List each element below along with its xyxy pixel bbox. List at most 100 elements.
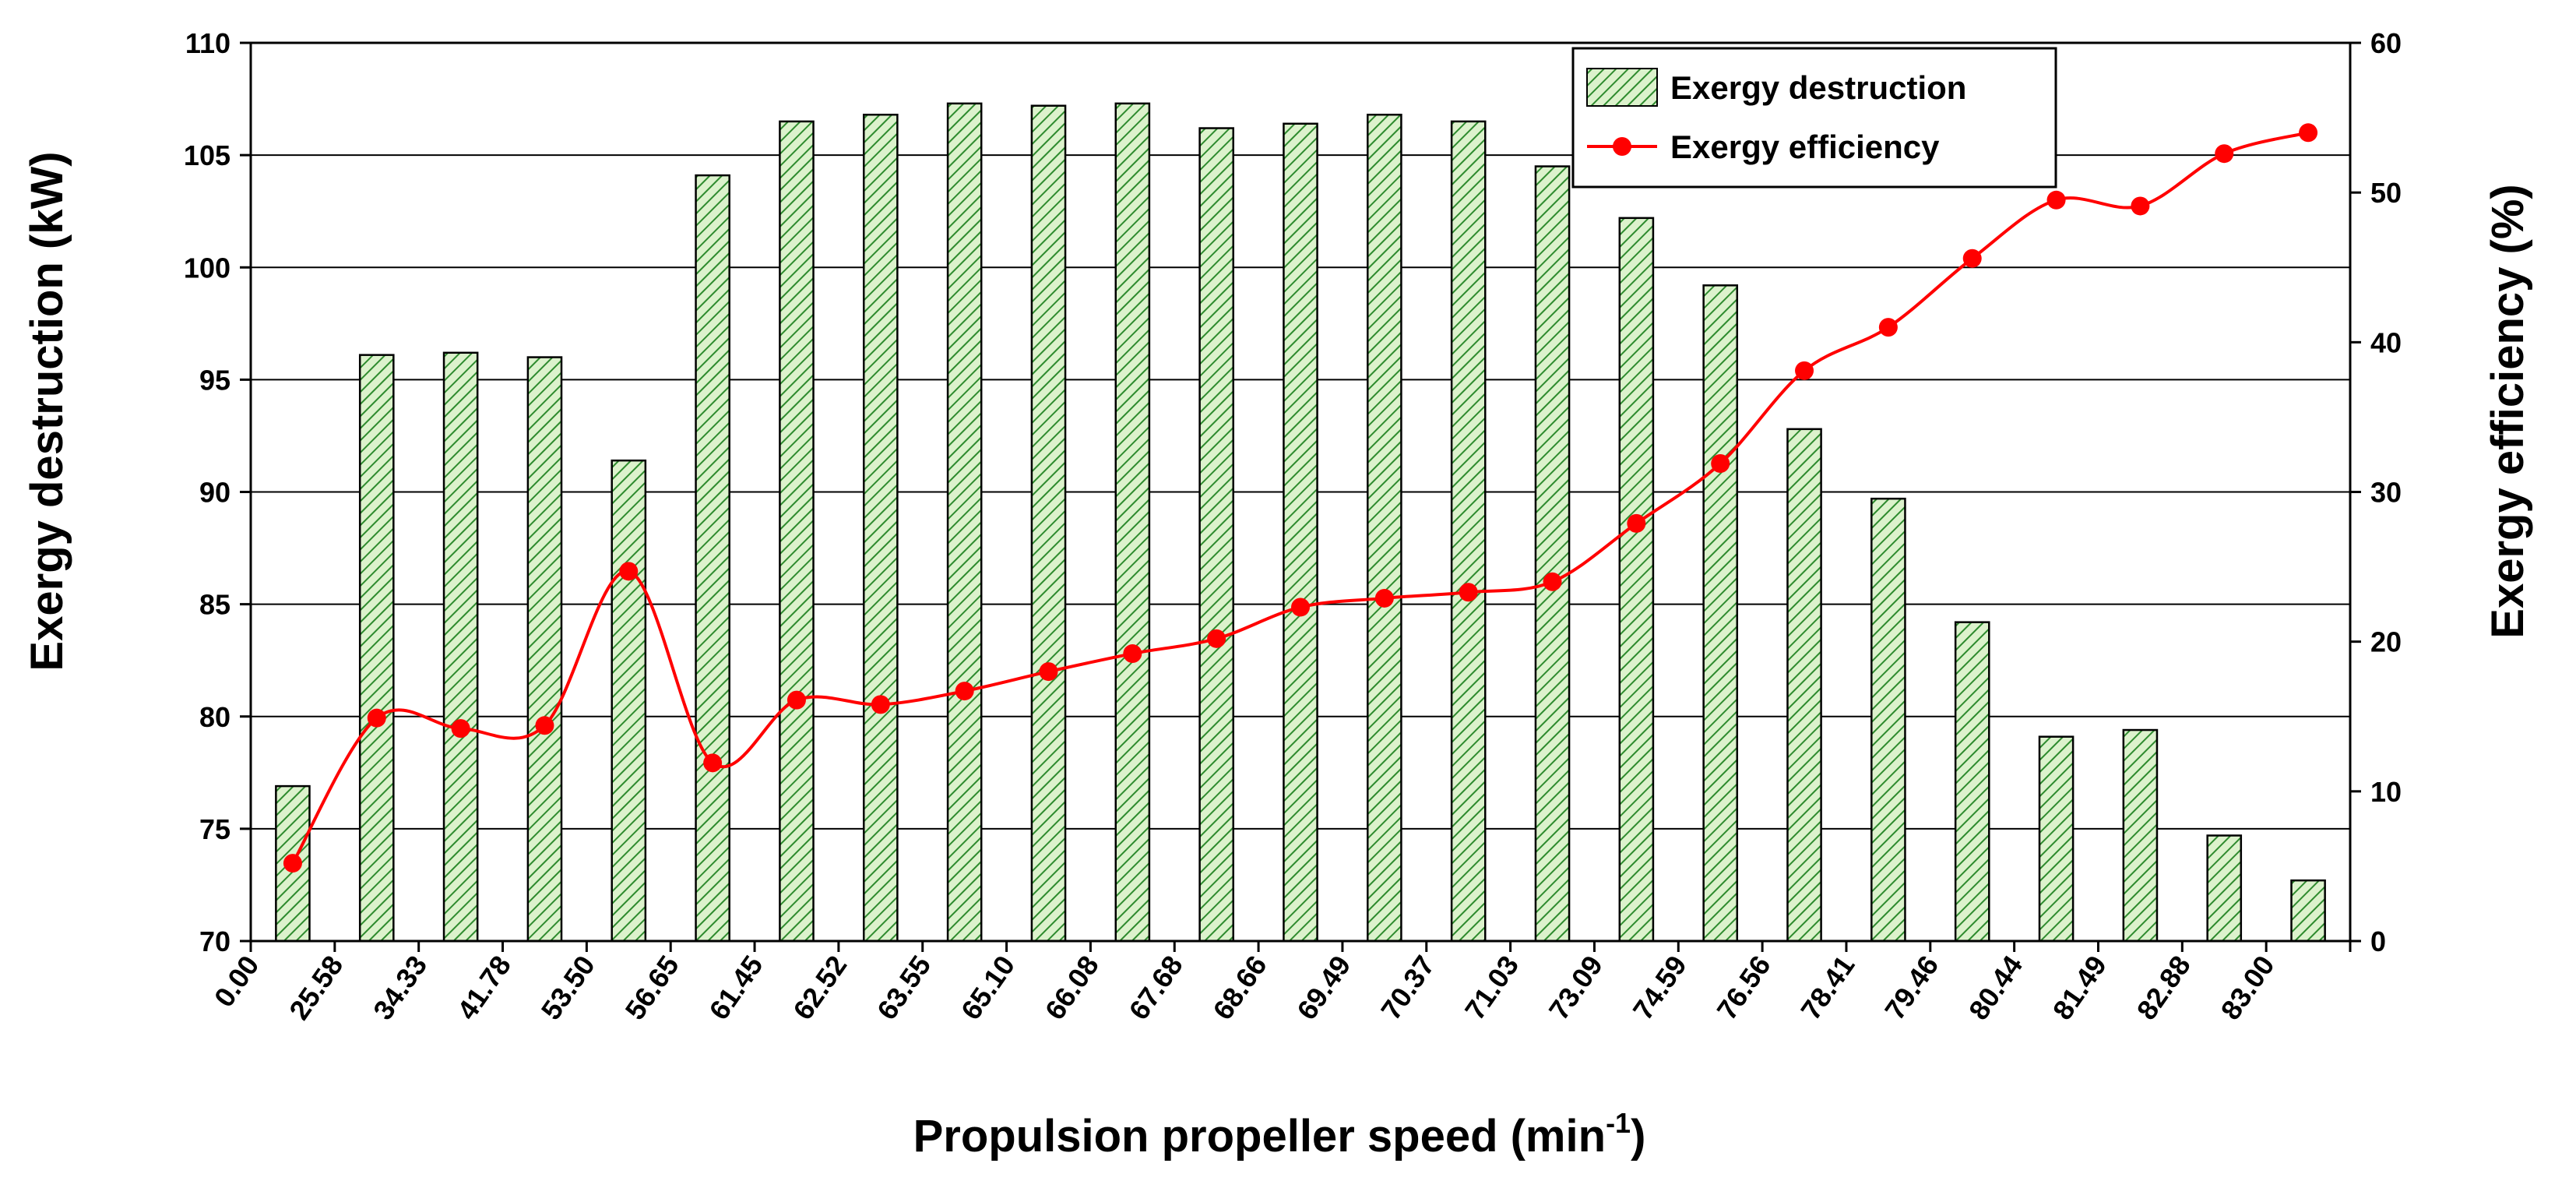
efficiency-point xyxy=(2299,123,2318,143)
y-left-tick-label: 105 xyxy=(184,139,231,171)
efficiency-point xyxy=(1291,598,1310,617)
bar xyxy=(611,459,647,943)
x-tick-label: 53.50 xyxy=(535,950,601,1025)
x-tick-label: 63.55 xyxy=(871,950,937,1025)
efficiency-point xyxy=(787,690,806,710)
legend-bar-swatch xyxy=(1586,68,1658,107)
efficiency-point xyxy=(283,854,302,873)
bar xyxy=(862,113,899,943)
bar xyxy=(1702,284,1739,943)
efficiency-point xyxy=(1459,583,1478,602)
efficiency-point xyxy=(1711,453,1730,473)
x-tick-label: 25.58 xyxy=(283,950,349,1025)
bar xyxy=(2038,735,2075,943)
bar xyxy=(1450,120,1487,943)
y-axis-left-title: Exergy destruction (kW) xyxy=(22,151,72,671)
x-tick-label: 65.10 xyxy=(955,950,1021,1025)
y-right-tick-label: 30 xyxy=(2370,477,2402,509)
x-tick-label: 73.09 xyxy=(1543,950,1609,1025)
x-tick-label: 74.59 xyxy=(1627,950,1693,1025)
efficiency-point xyxy=(2046,190,2066,210)
x-tick-label: 68.66 xyxy=(1206,950,1272,1025)
y-right-tick-label: 60 xyxy=(2370,27,2402,59)
bar xyxy=(1367,113,1402,943)
y-right-tick-label: 20 xyxy=(2370,626,2402,658)
bar xyxy=(526,356,563,943)
bar xyxy=(1114,102,1151,943)
bar xyxy=(946,102,983,943)
x-tick-label: 80.44 xyxy=(1962,950,2029,1025)
bar xyxy=(1870,497,1906,943)
efficiency-point xyxy=(1878,318,1898,337)
x-tick-label: 71.03 xyxy=(1459,950,1525,1025)
line-series xyxy=(283,123,2318,873)
legend-label-destruction: Exergy destruction xyxy=(1670,69,1966,106)
x-axis-title: Propulsion propeller speed (min-1) xyxy=(913,1107,1646,1162)
efficiency-point xyxy=(451,719,470,739)
bar xyxy=(695,174,730,943)
efficiency-point xyxy=(1039,662,1058,682)
efficiency-point xyxy=(535,716,554,735)
legend: Exergy destruction Exergy efficiency xyxy=(1571,47,2057,189)
y-left-tick-label: 110 xyxy=(185,27,231,59)
x-axis-ticks: 0.00 25.58 34.33 41.78 53.50 56.65 61.45 62.52 6… xyxy=(208,950,2281,1025)
x-tick-label: 62.52 xyxy=(787,950,853,1025)
x-tick-label: 81.49 xyxy=(2046,950,2113,1025)
x-tick-label: 82.88 xyxy=(2131,950,2197,1025)
efficiency-point xyxy=(1543,572,1562,591)
bar xyxy=(2290,879,2326,943)
y-left-tick-label: 85 xyxy=(199,589,231,621)
efficiency-point xyxy=(703,753,723,773)
y-left-tick-label: 100 xyxy=(184,252,231,284)
efficiency-point xyxy=(2215,144,2234,164)
x-tick-label: 66.08 xyxy=(1039,950,1105,1025)
x-tick-label: 0.00 xyxy=(208,950,266,1013)
bar xyxy=(1618,217,1655,943)
efficiency-point xyxy=(955,682,974,701)
y-axis-right-title: Exergy efficiency (%) xyxy=(2483,184,2533,638)
x-tick-label: 56.65 xyxy=(618,950,684,1025)
efficiency-point xyxy=(1123,644,1142,664)
efficiency-point xyxy=(1207,629,1226,648)
x-tick-label: 41.78 xyxy=(451,950,517,1025)
bar-series xyxy=(275,102,2326,943)
x-tick-label: 76.56 xyxy=(1710,950,1776,1025)
x-tick-label: 61.45 xyxy=(702,950,769,1025)
y-right-tick-label: 40 xyxy=(2370,326,2402,358)
bar xyxy=(1954,621,1990,943)
bar xyxy=(1030,104,1067,943)
y-left-tick-label: 95 xyxy=(199,364,231,396)
bar xyxy=(779,120,815,943)
efficiency-point xyxy=(2131,196,2150,216)
x-tick-label: 34.33 xyxy=(367,950,433,1025)
right-axis-ticks: 0 10 20 30 40 50 60 xyxy=(2350,27,2402,957)
bar xyxy=(1283,122,1318,943)
x-tick-label: 79.46 xyxy=(1878,950,1944,1025)
legend-line-marker xyxy=(1613,137,1631,156)
efficiency-point xyxy=(619,562,639,581)
legend-label-efficiency: Exergy efficiency xyxy=(1670,129,1940,165)
bar xyxy=(442,351,479,943)
bar xyxy=(2122,728,2159,943)
efficiency-line xyxy=(291,131,2309,865)
efficiency-point xyxy=(1627,513,1646,533)
bar xyxy=(2206,834,2243,943)
y-left-tick-label: 75 xyxy=(199,813,231,845)
y-left-tick-label: 90 xyxy=(199,477,231,509)
bar xyxy=(1786,428,1822,943)
efficiency-point xyxy=(871,695,890,714)
bar xyxy=(1198,127,1234,943)
x-tick-label: 83.00 xyxy=(2214,950,2280,1025)
bar xyxy=(1534,165,1571,943)
left-axis-ticks: 70 75 80 85 90 95 100 105 110 xyxy=(184,27,251,957)
y-left-tick-label: 80 xyxy=(199,701,231,733)
x-tick-label: 78.41 xyxy=(1794,950,1860,1025)
y-right-tick-label: 10 xyxy=(2370,776,2402,808)
y-right-tick-label: 50 xyxy=(2370,177,2402,209)
y-right-tick-label: 0 xyxy=(2370,925,2386,957)
efficiency-point xyxy=(1795,361,1814,380)
y-left-tick-label: 70 xyxy=(199,925,231,957)
efficiency-point xyxy=(1962,249,1982,268)
x-tick-label: 67.68 xyxy=(1123,950,1189,1025)
